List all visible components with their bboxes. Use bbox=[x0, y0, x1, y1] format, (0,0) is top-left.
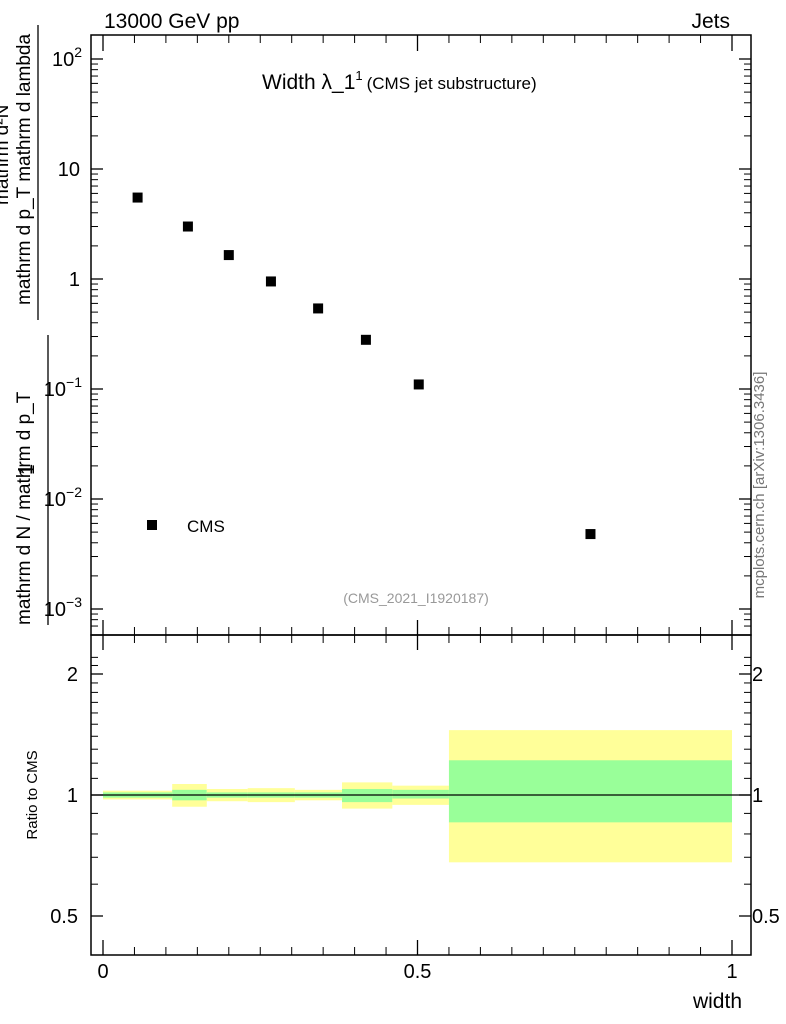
ratio-tick-label-right: 2 bbox=[752, 664, 763, 686]
data-point bbox=[360, 334, 371, 345]
y-label-denominator2: mathrm d p_T mathrm d lambda bbox=[14, 34, 35, 305]
data-point bbox=[132, 192, 143, 203]
ratio-tick-label: 1 bbox=[67, 785, 78, 807]
y-tick-label: 1 bbox=[69, 269, 80, 291]
main-plot-frame bbox=[90, 34, 752, 636]
y-axis-label-full: mathrm d N / mathrm d p_T mathrm d p_T m… bbox=[0, 25, 39, 625]
data-point bbox=[223, 250, 234, 261]
y-label-one: 1 bbox=[15, 464, 37, 475]
x-tick-label: 1 bbox=[726, 961, 737, 983]
x-axis-label: width bbox=[692, 990, 742, 1013]
data-point bbox=[182, 221, 193, 232]
ratio-tick-label-right: 0.5 bbox=[752, 906, 780, 928]
y-tick-label: 10−2 bbox=[44, 484, 82, 511]
ratio-axis-label: Ratio to CMS bbox=[24, 750, 41, 839]
y-label-dn: 1 bbox=[18, 464, 39, 475]
x-tick-label: 0 bbox=[97, 961, 108, 983]
data-point bbox=[585, 529, 596, 540]
ratio-tick-label: 0.5 bbox=[50, 906, 78, 928]
data-point bbox=[265, 276, 276, 287]
energy-label: 13000 GeV pp bbox=[104, 10, 239, 33]
ratio-stat-band bbox=[448, 760, 732, 823]
analysis-id: (CMS_2021_I1920187) bbox=[343, 590, 489, 606]
ratio-tick-label-right: 1 bbox=[752, 785, 763, 807]
y-tick-label: 10 bbox=[58, 159, 80, 181]
data-point bbox=[413, 379, 424, 390]
y-label-denominator: mathrm d N / mathrm d p_T bbox=[14, 391, 35, 625]
legend-marker bbox=[147, 520, 157, 530]
y-label-numerator2: mathrm d²N bbox=[0, 105, 13, 205]
y-tick-label: 10−3 bbox=[44, 594, 82, 621]
process-label: Jets bbox=[691, 10, 730, 33]
plot-title: Width λ_11 (CMS jet substructure) bbox=[262, 68, 537, 94]
plot-title-main: Width λ_1 bbox=[262, 71, 355, 94]
plot-title-superscript: 1 bbox=[355, 68, 362, 83]
main-y-ticks: 102 10 1 10−1 10−2 10−3 bbox=[44, 44, 751, 627]
data-point bbox=[313, 303, 324, 314]
y-tick-label: 10−1 bbox=[44, 374, 82, 401]
main-data-points bbox=[132, 192, 596, 540]
ratio-ticks: 2 2 1 1 0.5 0.5 bbox=[50, 656, 780, 928]
ratio-stat-band bbox=[392, 789, 449, 799]
y-tick-label: 102 bbox=[52, 44, 82, 71]
x-tick-label: 0.5 bbox=[404, 961, 432, 983]
ratio-tick-label: 2 bbox=[67, 664, 78, 686]
x-ticks: 0 0.5 1 bbox=[97, 35, 738, 983]
y-axis-label: 1 1 1 bbox=[15, 335, 49, 625]
watermark: mcplots.cern.ch [arXiv:1306.3436] bbox=[751, 372, 768, 599]
legend-label: CMS bbox=[187, 517, 225, 536]
ratio-bands bbox=[91, 730, 751, 863]
plot-title-subtitle: (CMS jet substructure) bbox=[367, 74, 537, 93]
